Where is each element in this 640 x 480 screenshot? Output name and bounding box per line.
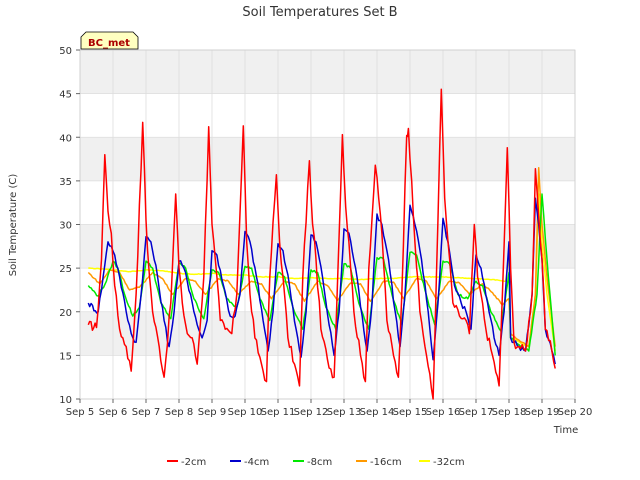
- legend-item: -16cm: [356, 457, 402, 468]
- y-tick-label: 20: [59, 308, 72, 319]
- legend-label: -16cm: [370, 457, 402, 468]
- x-tick-label: Sep 12: [294, 407, 329, 418]
- y-tick-label: 35: [59, 177, 72, 188]
- annotation-box: [80, 31, 139, 50]
- x-axis-label: Time: [553, 425, 578, 436]
- x-tick-label: Sep 15: [393, 407, 428, 418]
- legend-item: -32cm: [419, 457, 465, 468]
- x-tick-label: Sep 8: [165, 407, 193, 418]
- series-line--4cm: [87, 197, 556, 365]
- annotation-badge: BC_met: [80, 31, 139, 50]
- y-tick-label: 25: [59, 264, 72, 275]
- x-tick-label: Sep 16: [426, 407, 461, 418]
- x-tick-label: Sep 14: [360, 407, 395, 418]
- y-axis-label: Soil Temperature (C): [8, 174, 19, 277]
- y-tick-label: 10: [59, 395, 72, 406]
- x-tick-label: Sep 17: [459, 407, 494, 418]
- background-band: [80, 50, 575, 94]
- legend-label: -32cm: [433, 457, 465, 468]
- x-tick-label: Sep 13: [327, 407, 362, 418]
- legend-item: -4cm: [230, 457, 269, 468]
- background-band: [80, 224, 575, 269]
- chart-title: Soil Temperatures Set B: [242, 5, 397, 20]
- y-axis-ticks: 10 15 20 25 30 35 40 45 50: [59, 46, 80, 406]
- y-tick-label: 40: [59, 133, 72, 144]
- x-tick-label: Sep 20: [558, 407, 593, 418]
- legend-label: -8cm: [307, 457, 332, 468]
- series-lines: [87, 88, 556, 400]
- y-tick-label: 45: [59, 90, 72, 101]
- y-tick-label: 30: [59, 221, 72, 232]
- x-tick-label: Sep 18: [492, 407, 527, 418]
- x-tick-label: Sep 9: [198, 407, 226, 418]
- x-tick-label: Sep 19: [525, 407, 560, 418]
- x-tick-label: Sep 5: [66, 407, 94, 418]
- legend: -2cm -4cm -8cm -16cm -32cm: [167, 457, 465, 468]
- y-tick-label: 50: [59, 46, 72, 57]
- legend-label: -2cm: [181, 457, 206, 468]
- legend-item: -2cm: [167, 457, 206, 468]
- series-line--2cm: [87, 88, 556, 400]
- annotation-label: BC_met: [88, 38, 130, 49]
- x-tick-label: Sep 6: [99, 407, 127, 418]
- y-tick-label: 15: [59, 351, 72, 362]
- x-tick-label: Sep 11: [261, 407, 296, 418]
- legend-item: -8cm: [293, 457, 332, 468]
- legend-label: -4cm: [244, 457, 269, 468]
- background-band: [80, 137, 575, 181]
- series-line--32cm: [88, 193, 556, 352]
- x-tick-label: Sep 7: [132, 407, 160, 418]
- x-tick-label: Sep 10: [228, 407, 263, 418]
